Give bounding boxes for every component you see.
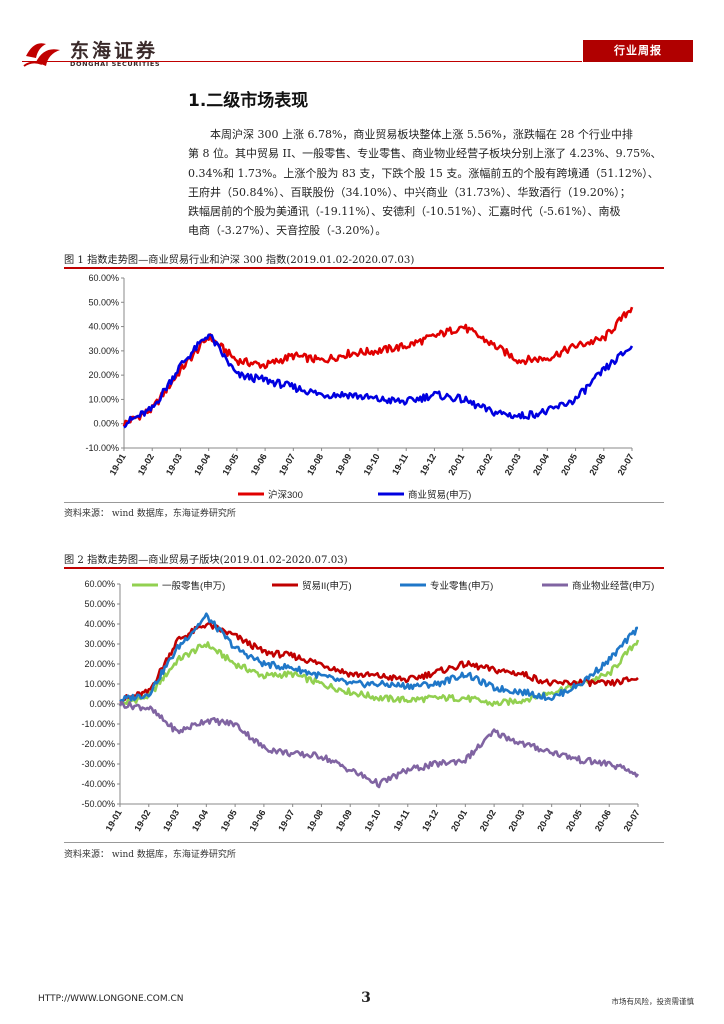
- x-tick-label: 19-04: [190, 808, 210, 833]
- figure2-bottom-rule: [64, 842, 664, 843]
- x-tick-label: 19-02: [132, 808, 152, 833]
- y-tick-label: -40.00%: [81, 779, 115, 789]
- x-tick-label: 19-01: [104, 808, 124, 833]
- x-tick-label: 20-06: [587, 452, 607, 477]
- x-tick-label: 19-10: [363, 808, 383, 833]
- y-tick-label: -30.00%: [81, 759, 115, 769]
- y-tick-label: 50.00%: [88, 297, 119, 307]
- x-tick-label: 19-05: [220, 452, 240, 477]
- figure2-source: 资料来源： wind 数据库，东海证券研究所: [64, 850, 236, 860]
- y-tick-label: -10.00%: [85, 443, 119, 453]
- x-tick-label: 19-01: [108, 452, 128, 477]
- x-tick-label: 19-08: [305, 808, 325, 833]
- x-tick-label: 20-01: [449, 808, 469, 833]
- figure1-chart: -10.00% 0.00% 10.00% 20.00% 30.00% 40.00% 50.0…: [85, 273, 636, 501]
- y-tick-label: 60.00%: [88, 273, 119, 283]
- x-tick-label: 19-09: [333, 452, 353, 477]
- logo-text-en: DONGHAI SECURITIES: [70, 60, 161, 68]
- x-tick-label: 19-06: [247, 808, 267, 833]
- x-tick-label: 20-04: [535, 808, 555, 833]
- y-tick-label: 50.00%: [84, 599, 115, 609]
- footer-url[interactable]: HTTP://WWW.LONGONE.COM.CN: [38, 994, 184, 1004]
- paragraph-line: 王府井（50.84%）、百联股份（34.10%）、中兴商业（31.73%）、华致…: [188, 185, 631, 199]
- legend-label: 商业物业经营(申万): [572, 580, 654, 592]
- section-title: 1.二级市场表现: [188, 91, 309, 111]
- x-tick-label: 19-06: [249, 452, 269, 477]
- series-line: [118, 700, 640, 789]
- legend-label: 一般零售(申万): [162, 580, 225, 592]
- x-tick-label: 19-12: [420, 808, 440, 833]
- x-tick-label: 20-02: [474, 452, 494, 477]
- x-tick-label: 19-07: [277, 452, 297, 477]
- x-tick-label: 19-11: [392, 808, 412, 833]
- x-tick-label: 19-08: [305, 452, 325, 477]
- x-tick-label: 19-12: [418, 452, 438, 477]
- x-tick-label: 20-03: [503, 452, 523, 477]
- x-tick-label: 19-03: [164, 452, 184, 477]
- x-tick-label: 19-04: [192, 452, 212, 477]
- paragraph-line: 0.34%和 1.73%。上涨个股为 83 支，下跌个股 15 支。涨幅前五的个…: [188, 166, 659, 180]
- x-tick-label: 19-03: [161, 808, 181, 833]
- body-paragraph: 本周沪深 300 上涨 6.78%，商业贸易板块整体上涨 5.56%，涨跌幅在 …: [188, 125, 688, 241]
- series-line: [119, 621, 639, 705]
- paragraph-line: 本周沪深 300 上涨 6.78%，商业贸易板块整体上涨 5.56%，涨跌幅在 …: [210, 128, 633, 141]
- x-tick-label: 20-05: [559, 452, 579, 477]
- y-tick-label: 10.00%: [88, 394, 119, 404]
- series-line: [123, 333, 634, 429]
- legend-label: 商业贸易(申万): [408, 489, 471, 501]
- y-tick-label: 0.00%: [93, 419, 119, 429]
- series-line: [119, 612, 639, 703]
- page-number: 3: [361, 990, 371, 1006]
- y-tick-label: 10.00%: [84, 679, 115, 689]
- x-tick-label: 20-04: [531, 452, 551, 477]
- y-tick-label: 40.00%: [88, 322, 119, 332]
- paragraph-line: 跌幅居前的个股为美通讯（-19.11%）、安德利（-10.51%）、汇嘉时代（-…: [188, 205, 621, 219]
- y-tick-label: 40.00%: [84, 619, 115, 629]
- x-tick-label: 20-06: [593, 808, 613, 833]
- y-tick-label: 60.00%: [84, 579, 115, 589]
- x-tick-label: 20-05: [564, 808, 584, 833]
- legend-label: 贸易II(申万): [302, 580, 352, 592]
- risk-note: 市场有风险，投资需谨慎: [611, 997, 695, 1006]
- legend-label: 专业零售(申万): [430, 580, 493, 592]
- x-tick-label: 19-02: [136, 452, 156, 477]
- y-tick-label: 30.00%: [84, 639, 115, 649]
- logo: 东海证券 DONGHAI SECURITIES: [22, 36, 182, 72]
- x-tick-label: 20-03: [506, 808, 526, 833]
- y-tick-label: -20.00%: [81, 739, 115, 749]
- series-line: [118, 639, 640, 707]
- figure1-top-rule: [64, 267, 664, 269]
- report-type-badge: 行业周报: [583, 40, 693, 62]
- y-tick-label: -50.00%: [81, 799, 115, 809]
- series-line: [122, 306, 634, 427]
- x-tick-label: 19-09: [334, 808, 354, 833]
- y-tick-label: 30.00%: [88, 346, 119, 356]
- figure2-top-rule: [64, 567, 664, 569]
- figure1-bottom-rule: [64, 502, 664, 503]
- x-tick-label: 20-07: [622, 808, 642, 833]
- x-tick-label: 19-11: [390, 452, 410, 477]
- x-tick-label: 19-07: [276, 808, 296, 833]
- paragraph-line: 电商（-3.27%）、天音控股（-3.20%）。: [188, 224, 387, 238]
- y-tick-label: 20.00%: [84, 659, 115, 669]
- header-rule: [22, 61, 582, 62]
- logo-mark-icon: [23, 43, 60, 67]
- figure2-chart: -50.00% -40.00% -30.00% -20.00% -10.00% 0.00%…: [81, 579, 654, 833]
- figure1-title: 图 1 指数走势图—商业贸易行业和沪深 300 指数(2019.01.02-20…: [64, 255, 415, 266]
- figure1-source: 资料来源： wind 数据库，东海证券研究所: [64, 509, 236, 519]
- paragraph-line: 第 8 位。其中贸易 II、一般零售、专业零售、商业物业经营子板块分别上涨了 4…: [188, 147, 662, 161]
- legend-label: 沪深300: [268, 489, 303, 501]
- y-tick-label: -10.00%: [81, 719, 115, 729]
- x-tick-label: 19-05: [219, 808, 239, 833]
- y-tick-label: 20.00%: [88, 370, 119, 380]
- x-tick-label: 20-02: [478, 808, 498, 833]
- figure2-title: 图 2 指数走势图—商业贸易子版块(2019.01.02-2020.07.03): [64, 555, 348, 566]
- x-tick-label: 19-10: [362, 452, 382, 477]
- logo-text-cn: 东海证券: [70, 40, 159, 62]
- x-tick-label: 20-01: [446, 452, 466, 477]
- y-tick-label: 0.00%: [89, 699, 115, 709]
- x-tick-label: 20-07: [616, 452, 636, 477]
